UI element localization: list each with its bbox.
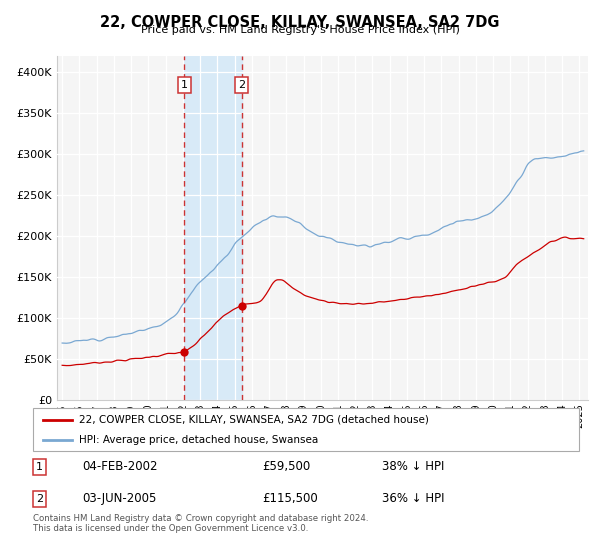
FancyBboxPatch shape <box>33 408 579 451</box>
Text: £59,500: £59,500 <box>262 460 311 473</box>
Text: Price paid vs. HM Land Registry's House Price Index (HPI): Price paid vs. HM Land Registry's House … <box>140 25 460 35</box>
Text: 22, COWPER CLOSE, KILLAY, SWANSEA, SA2 7DG (detached house): 22, COWPER CLOSE, KILLAY, SWANSEA, SA2 7… <box>79 415 429 424</box>
Text: 38% ↓ HPI: 38% ↓ HPI <box>382 460 445 473</box>
Text: £115,500: £115,500 <box>262 492 318 505</box>
Text: 2: 2 <box>36 494 43 503</box>
Text: 1: 1 <box>181 80 188 90</box>
Text: 1: 1 <box>36 462 43 472</box>
Bar <box>184 56 242 400</box>
Text: HPI: Average price, detached house, Swansea: HPI: Average price, detached house, Swan… <box>79 435 319 445</box>
Text: 04-FEB-2002: 04-FEB-2002 <box>82 460 158 473</box>
Text: Contains HM Land Registry data © Crown copyright and database right 2024.
This d: Contains HM Land Registry data © Crown c… <box>33 514 368 533</box>
Text: 2: 2 <box>238 80 245 90</box>
Text: 36% ↓ HPI: 36% ↓ HPI <box>382 492 445 505</box>
Text: 03-JUN-2005: 03-JUN-2005 <box>82 492 157 505</box>
Text: 22, COWPER CLOSE, KILLAY, SWANSEA, SA2 7DG: 22, COWPER CLOSE, KILLAY, SWANSEA, SA2 7… <box>100 15 500 30</box>
